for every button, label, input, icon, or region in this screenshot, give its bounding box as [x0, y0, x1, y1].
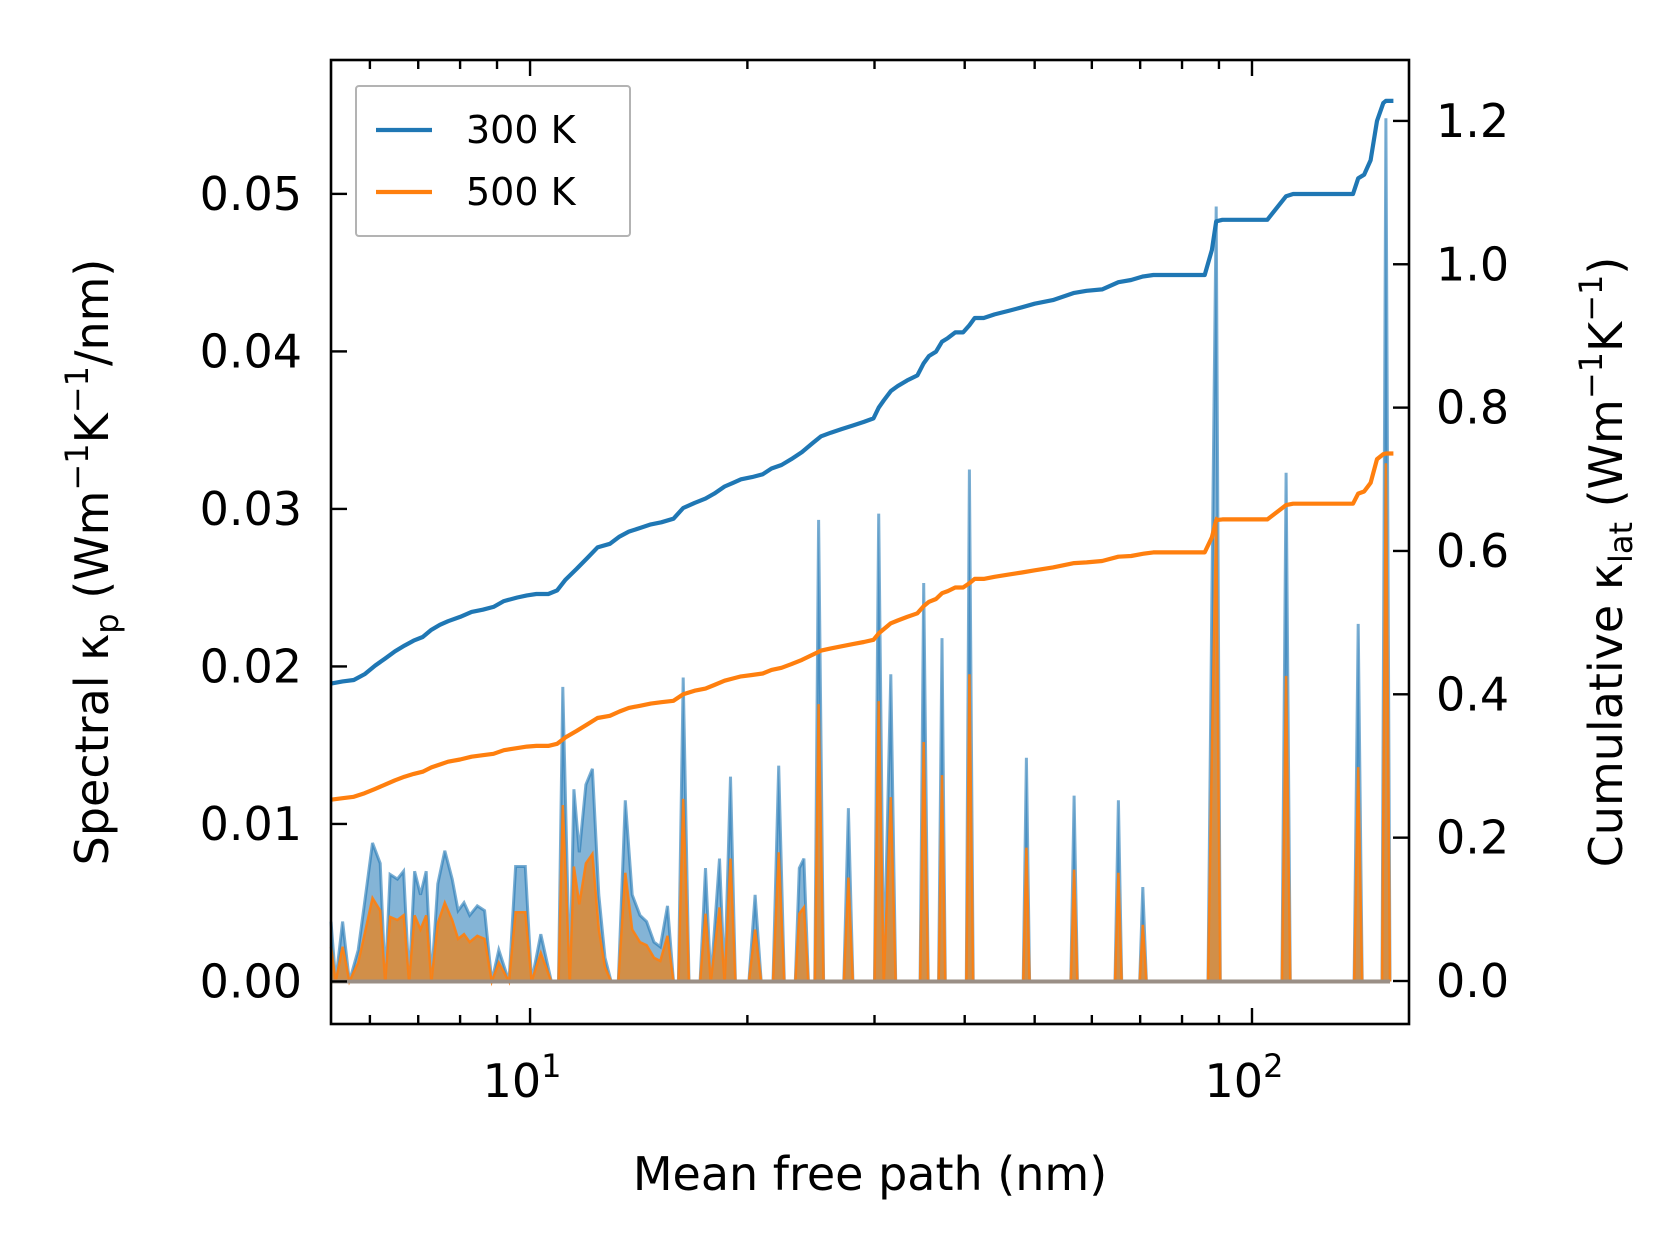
y-right-axis-title-text: Cumulative κlat (Wm−1K−1) [1572, 257, 1640, 868]
y-left-tick-label: 0.04 [200, 324, 302, 378]
y-left-axis-title-text: Spectral κp (Wm−1K−1/nm) [58, 259, 126, 866]
spectral-300K-line [329, 118, 1392, 983]
x-tick-label: 101 [483, 1047, 562, 1108]
cumulative-series-layer [330, 98, 1394, 802]
legend: 300 K 500 K [355, 85, 631, 237]
cumulative-300K-line [330, 98, 1394, 686]
spectral-500K-area [331, 463, 1390, 982]
y-right-axis-title: Cumulative κlat (Wm−1K−1) [1572, 257, 1640, 868]
y-right-tick-label: 0.4 [1436, 667, 1509, 721]
y-right-tick-label: 0.6 [1436, 524, 1509, 578]
axes-frame [329, 58, 1411, 1026]
y-right-tick-label: 0.0 [1436, 954, 1509, 1008]
y-right-tick-label: 1.0 [1436, 237, 1509, 291]
y-right-tick-label: 1.2 [1436, 94, 1509, 148]
spectral-300K-area [331, 118, 1390, 982]
legend-label: 500 K [466, 170, 577, 214]
y-left-tick-label: 0.02 [200, 639, 302, 693]
spectral-500K-line [329, 463, 1392, 987]
y-right-tick-label: 0.2 [1436, 811, 1509, 865]
x-axis-title: Mean free path (nm) [633, 1147, 1107, 1201]
legend-box [355, 85, 631, 237]
cumulative-500K-line [330, 451, 1394, 802]
y-left-tick-label: 0.05 [200, 167, 302, 221]
y-right-tick-label: 0.8 [1436, 381, 1509, 435]
x-tick-label: 102 [1205, 1047, 1284, 1108]
y-left-tick-label: 0.01 [200, 797, 302, 851]
axes: 101 102 0.00 0.01 0.02 0.03 0.04 0.05 0.0 0.2 0.4 0… [58, 58, 1640, 1201]
spectral-series-layer [329, 118, 1392, 987]
y-left-axis-title: Spectral κp (Wm−1K−1/nm) [58, 259, 126, 866]
y-left-tick-label: 0.00 [200, 954, 302, 1008]
legend-label: 300 K [466, 108, 577, 152]
y-left-tick-label: 0.03 [200, 482, 302, 536]
